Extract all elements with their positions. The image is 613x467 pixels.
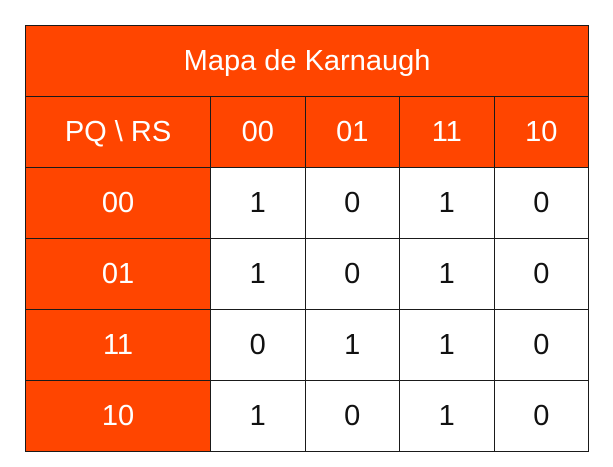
header-row: PQ \ RS 00 01 11 10 [25,96,590,168]
map-cell: 0 [493,238,590,310]
table-title: Mapa de Karnaugh [24,25,590,97]
map-cell: 1 [399,380,495,452]
map-cell: 0 [493,167,590,239]
row-header: 01 [25,238,211,310]
map-cell: 1 [304,309,400,381]
map-cell: 0 [493,380,590,452]
row-header: 10 [25,380,211,452]
karnaugh-map-table: Mapa de Karnaugh PQ \ RS 00 01 11 10 00 … [24,25,590,452]
col-header-01: 01 [304,96,400,168]
map-cell: 1 [399,238,495,310]
row-header: 00 [25,167,211,239]
title-row: Mapa de Karnaugh [24,25,590,97]
table-row: 10 1 0 1 0 [25,380,590,452]
map-cell: 0 [493,309,590,381]
map-cell: 0 [304,167,400,239]
map-cell: 1 [210,238,306,310]
map-cell: 1 [210,167,306,239]
map-cell: 0 [304,238,400,310]
corner-label: PQ \ RS [25,96,211,168]
map-cell: 1 [399,167,495,239]
table-row: 11 0 1 1 0 [25,309,590,381]
map-cell: 0 [210,309,306,381]
col-header-00: 00 [210,96,306,168]
row-header: 11 [25,309,211,381]
map-cell: 1 [210,380,306,452]
table-row: 00 1 0 1 0 [25,167,590,239]
col-header-10: 10 [493,96,590,168]
col-header-11: 11 [399,96,495,168]
map-cell: 0 [304,380,400,452]
table-row: 01 1 0 1 0 [25,238,590,310]
map-cell: 1 [399,309,495,381]
